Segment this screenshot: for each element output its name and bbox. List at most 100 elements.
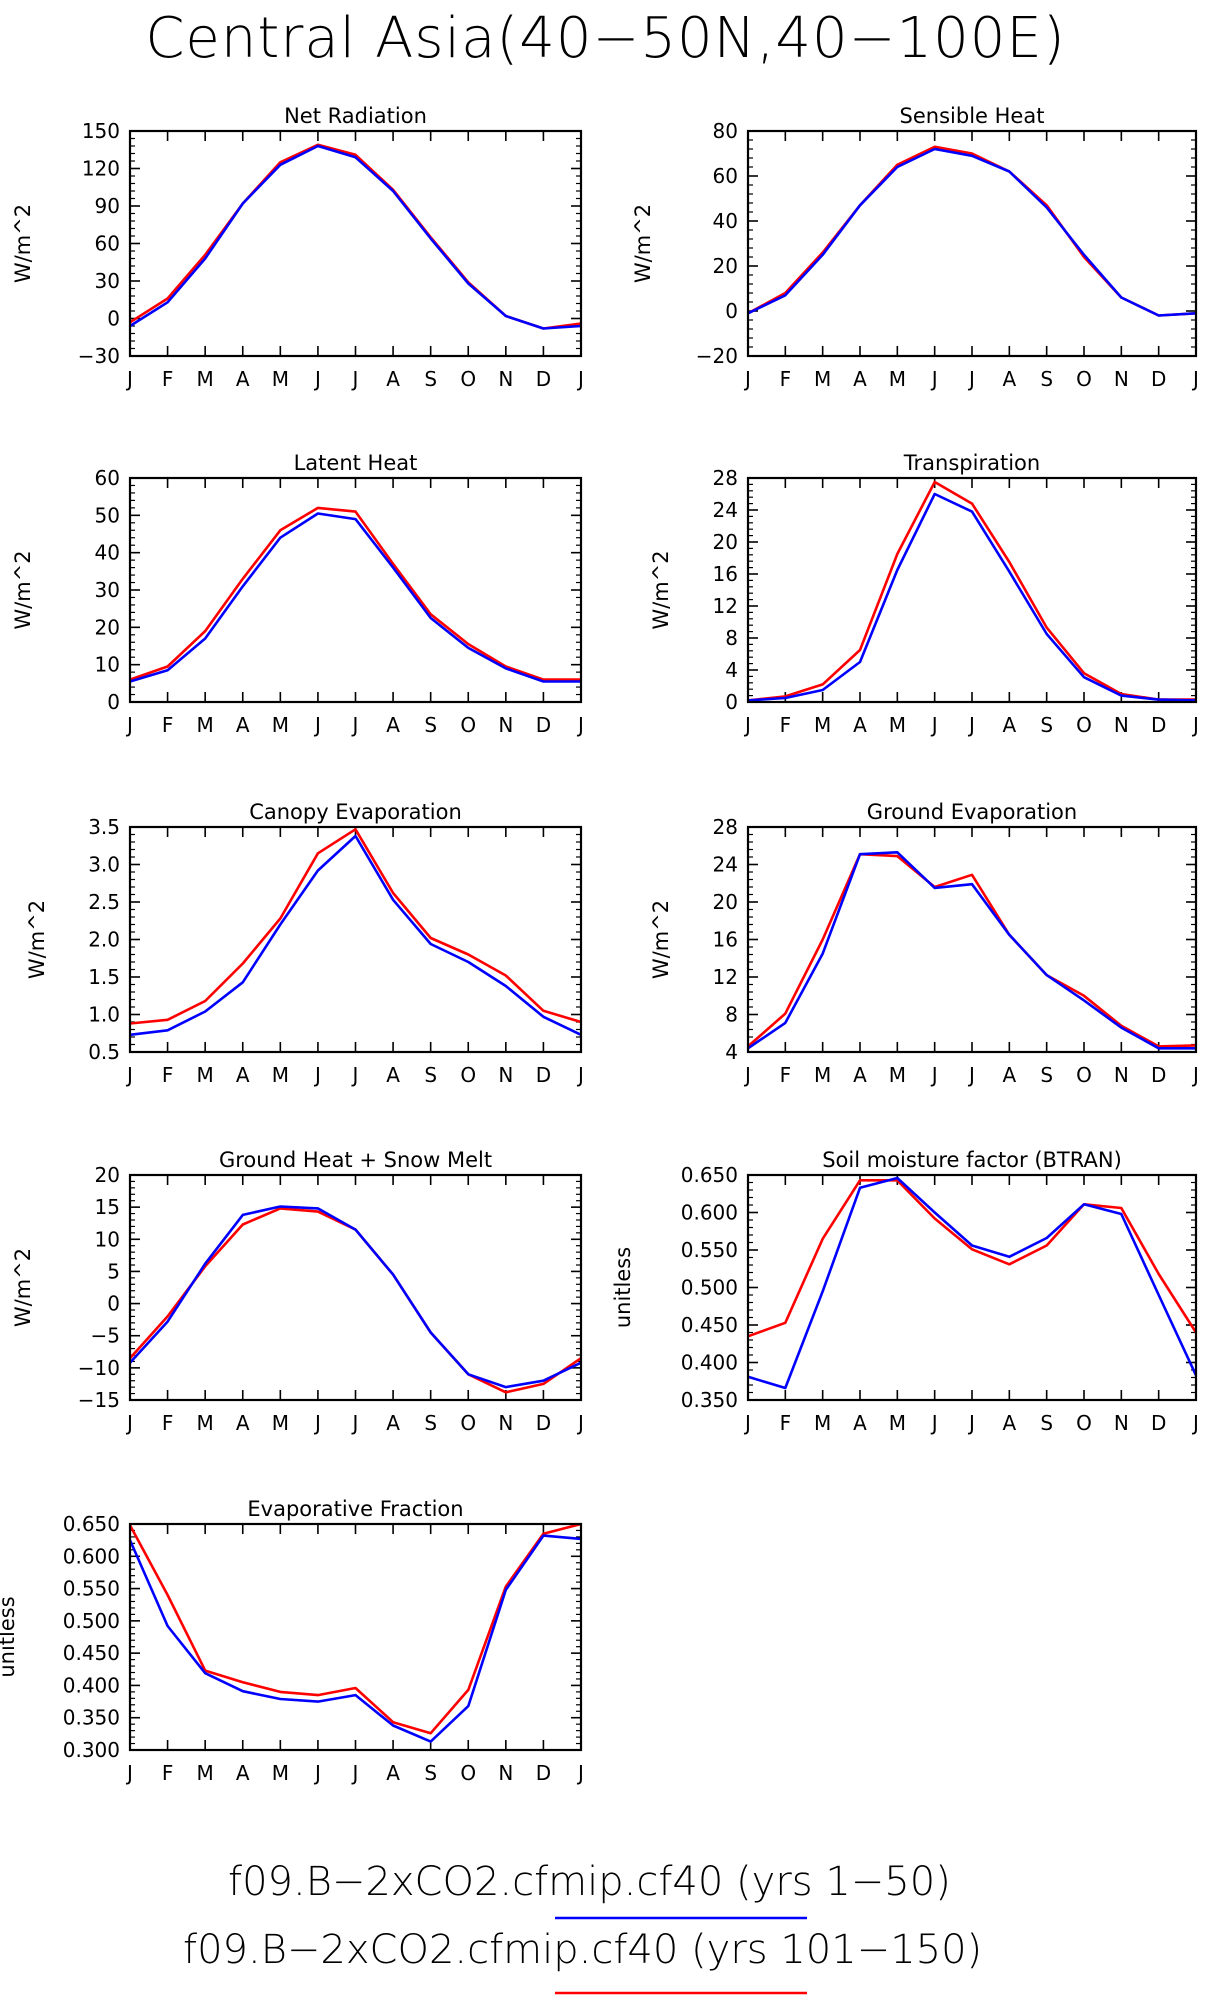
- x-tick-label: M: [197, 1063, 214, 1087]
- x-tick-label: J: [351, 713, 359, 737]
- x-tick-label: N: [498, 1063, 513, 1087]
- series-line-1: [747, 480, 1196, 702]
- x-tick-label: M: [814, 1411, 831, 1435]
- y-tick-label: 50: [95, 503, 120, 527]
- chart-title: Ground Heat + Snow Melt: [219, 1148, 492, 1172]
- x-tick-label: S: [424, 1411, 437, 1435]
- y-tick-label: 2.5: [88, 890, 120, 914]
- x-tick-label: S: [424, 1063, 437, 1087]
- x-tick-label: M: [889, 1063, 906, 1087]
- x-tick-label: S: [1040, 1411, 1053, 1435]
- x-tick-label: J: [1191, 1411, 1199, 1435]
- x-tick-label: O: [460, 1761, 476, 1785]
- y-tick-label: 20: [713, 890, 738, 914]
- x-tick-label: D: [536, 1411, 551, 1435]
- x-tick-label: J: [930, 1063, 938, 1087]
- legend: f09.B−2xCO2.cfmip.cf40 (yrs 1−50) f09.B−2…: [183, 1859, 982, 1995]
- y-tick-label: 20: [95, 1163, 120, 1187]
- plot-frame: [746, 476, 1198, 704]
- x-tick-label: D: [1151, 1411, 1166, 1435]
- y-tick-label: −20: [696, 344, 738, 368]
- x-tick-label: D: [1151, 1063, 1166, 1087]
- y-tick-label: 60: [95, 466, 120, 490]
- series-line-2: [129, 144, 582, 330]
- chart-panel-9: Evaporative Fraction unitless 0.300 0.350 0.…: [0, 1497, 584, 1785]
- y-tick-label: 8: [725, 626, 738, 650]
- x-tick-label: J: [576, 713, 584, 737]
- x-tick-label: A: [1002, 367, 1016, 391]
- x-tick-label: J: [967, 1411, 975, 1435]
- x-tick-label: J: [743, 367, 751, 391]
- x-tick-label: M: [272, 713, 289, 737]
- plot-frame: [128, 825, 583, 1054]
- x-tick-label: N: [498, 713, 513, 737]
- x-tick-label: O: [1076, 367, 1092, 391]
- chart-title: Transpiration: [903, 451, 1040, 475]
- y-tick-label: 0: [725, 690, 738, 714]
- x-tick-label: J: [967, 713, 975, 737]
- y-tick-label: 1.5: [88, 965, 120, 989]
- y-tick-label: 8: [725, 1003, 738, 1027]
- y-tick-label: 0.350: [681, 1388, 738, 1412]
- x-tick-label: F: [780, 367, 792, 391]
- y-tick-label: 4: [725, 658, 738, 682]
- x-tick-label: M: [814, 1063, 831, 1087]
- x-tick-label: F: [780, 713, 792, 737]
- y-tick-label: 0.600: [681, 1201, 738, 1225]
- series-line-2: [747, 1176, 1198, 1390]
- x-tick-label: D: [536, 367, 551, 391]
- x-tick-label: M: [197, 1411, 214, 1435]
- y-tick-label: 28: [713, 815, 738, 839]
- x-tick-label: J: [313, 713, 321, 737]
- y-axis-label: W/m^2: [631, 204, 655, 283]
- y-tick-label: 0: [107, 1292, 120, 1316]
- y-tick-label: 24: [713, 853, 738, 877]
- series-line-2: [129, 512, 581, 683]
- series-line-1: [747, 852, 1197, 1048]
- x-tick-label: J: [125, 1063, 133, 1087]
- x-tick-label: A: [236, 713, 250, 737]
- x-tick-label: N: [498, 1411, 513, 1435]
- y-tick-label: 2.0: [88, 928, 120, 952]
- x-tick-label: A: [386, 1063, 400, 1087]
- series-line-2: [128, 1534, 582, 1743]
- x-tick-label: M: [197, 1761, 214, 1785]
- series-line-1: [129, 1207, 582, 1394]
- chart-title: Soil moisture factor (BTRAN): [822, 1148, 1122, 1172]
- y-tick-label: 0.450: [681, 1313, 738, 1337]
- chart-title: Ground Evaporation: [867, 800, 1077, 824]
- y-tick-label: 30: [95, 269, 120, 293]
- x-tick-label: S: [424, 367, 437, 391]
- x-tick-label: J: [351, 1063, 359, 1087]
- y-tick-label: 60: [713, 164, 738, 188]
- x-tick-label: M: [197, 713, 214, 737]
- y-tick-label: 0.350: [63, 1706, 120, 1730]
- y-axis-label: unitless: [0, 1596, 19, 1677]
- y-tick-label: 16: [713, 562, 738, 586]
- x-tick-label: F: [780, 1411, 792, 1435]
- series-line-1: [747, 1179, 1198, 1338]
- y-tick-label: 4: [725, 1040, 738, 1064]
- y-tick-label: 1.0: [88, 1003, 120, 1027]
- x-tick-label: J: [125, 1411, 133, 1435]
- y-axis-label: W/m^2: [649, 900, 673, 979]
- y-axis-label: W/m^2: [649, 550, 673, 629]
- x-tick-label: A: [853, 367, 867, 391]
- y-tick-label: 24: [713, 498, 738, 522]
- x-tick-label: M: [814, 367, 831, 391]
- x-tick-label: M: [889, 1411, 906, 1435]
- x-tick-label: M: [272, 367, 289, 391]
- y-tick-label: −15: [78, 1388, 120, 1412]
- x-tick-label: A: [853, 1063, 867, 1087]
- x-tick-label: O: [1076, 1411, 1092, 1435]
- series-line-1: [128, 1522, 582, 1735]
- x-tick-label: M: [889, 367, 906, 391]
- x-tick-label: J: [930, 367, 938, 391]
- x-tick-label: N: [498, 367, 513, 391]
- x-tick-label: J: [576, 367, 584, 391]
- x-tick-label: N: [1114, 1411, 1129, 1435]
- x-tick-label: J: [125, 367, 133, 391]
- x-tick-label: O: [1076, 713, 1092, 737]
